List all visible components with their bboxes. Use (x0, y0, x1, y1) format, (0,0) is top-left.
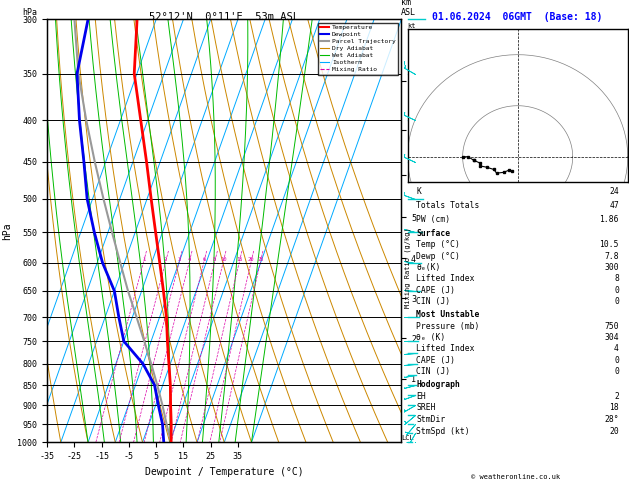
Text: 8: 8 (213, 257, 216, 261)
Text: 304: 304 (604, 333, 619, 342)
Text: CIN (J): CIN (J) (416, 367, 450, 376)
Text: 20: 20 (248, 257, 254, 261)
Text: Temp (°C): Temp (°C) (416, 240, 460, 249)
Text: 01.06.2024  06GMT  (Base: 18): 01.06.2024 06GMT (Base: 18) (433, 12, 603, 22)
Text: 0: 0 (614, 286, 619, 295)
Text: StmSpd (kt): StmSpd (kt) (416, 427, 470, 435)
Legend: Temperature, Dewpoint, Parcel Trajectory, Dry Adiabat, Wet Adiabat, Isotherm, Mi: Temperature, Dewpoint, Parcel Trajectory… (318, 22, 398, 74)
Text: 750: 750 (604, 322, 619, 330)
Text: 3: 3 (177, 257, 181, 261)
Text: 8: 8 (614, 275, 619, 283)
Text: StmDir: StmDir (416, 415, 446, 424)
Text: hPa: hPa (23, 8, 37, 17)
Text: 47: 47 (609, 201, 619, 210)
Text: 0: 0 (614, 297, 619, 306)
Text: 15: 15 (236, 257, 243, 261)
Text: 6: 6 (203, 257, 206, 261)
Text: Most Unstable: Most Unstable (416, 310, 480, 319)
Text: Lifted Index: Lifted Index (416, 344, 475, 353)
Text: 24: 24 (609, 187, 619, 196)
Text: Totals Totals: Totals Totals (416, 201, 480, 210)
Text: 2: 2 (164, 257, 167, 261)
Text: K: K (416, 187, 421, 196)
Text: 300: 300 (604, 263, 619, 272)
X-axis label: Dewpoint / Temperature (°C): Dewpoint / Temperature (°C) (145, 467, 304, 477)
Text: 4: 4 (614, 344, 619, 353)
Text: 25: 25 (257, 257, 264, 261)
Text: θₑ(K): θₑ(K) (416, 263, 441, 272)
Text: CIN (J): CIN (J) (416, 297, 450, 306)
Text: CAPE (J): CAPE (J) (416, 356, 455, 364)
Text: © weatheronline.co.uk: © weatheronline.co.uk (471, 474, 560, 480)
Text: 1: 1 (142, 257, 145, 261)
Text: LCL: LCL (401, 434, 414, 441)
Y-axis label: hPa: hPa (2, 222, 12, 240)
Text: 52°12'N  0°11'E  53m ASL: 52°12'N 0°11'E 53m ASL (149, 12, 299, 22)
Text: 0: 0 (614, 367, 619, 376)
Text: Pressure (mb): Pressure (mb) (416, 322, 480, 330)
Text: 10: 10 (220, 257, 226, 261)
Text: PW (cm): PW (cm) (416, 215, 450, 224)
Text: 0: 0 (614, 356, 619, 364)
Text: kt: kt (408, 23, 416, 29)
Text: CAPE (J): CAPE (J) (416, 286, 455, 295)
Text: km
ASL: km ASL (401, 0, 416, 17)
Text: 20: 20 (609, 427, 619, 435)
Text: 2: 2 (614, 392, 619, 400)
Text: Lifted Index: Lifted Index (416, 275, 475, 283)
Text: Mixing Ratio (g/kg): Mixing Ratio (g/kg) (404, 227, 411, 308)
Text: 18: 18 (609, 403, 619, 412)
Text: SREH: SREH (416, 403, 436, 412)
Text: 1.86: 1.86 (599, 215, 619, 224)
Text: θₑ (K): θₑ (K) (416, 333, 446, 342)
Text: 4: 4 (187, 257, 191, 261)
Text: Dewp (°C): Dewp (°C) (416, 252, 460, 260)
Text: Surface: Surface (416, 229, 450, 238)
Text: 7.8: 7.8 (604, 252, 619, 260)
Text: 10.5: 10.5 (599, 240, 619, 249)
Text: Hodograph: Hodograph (416, 380, 460, 389)
Text: EH: EH (416, 392, 426, 400)
Text: 28°: 28° (604, 415, 619, 424)
